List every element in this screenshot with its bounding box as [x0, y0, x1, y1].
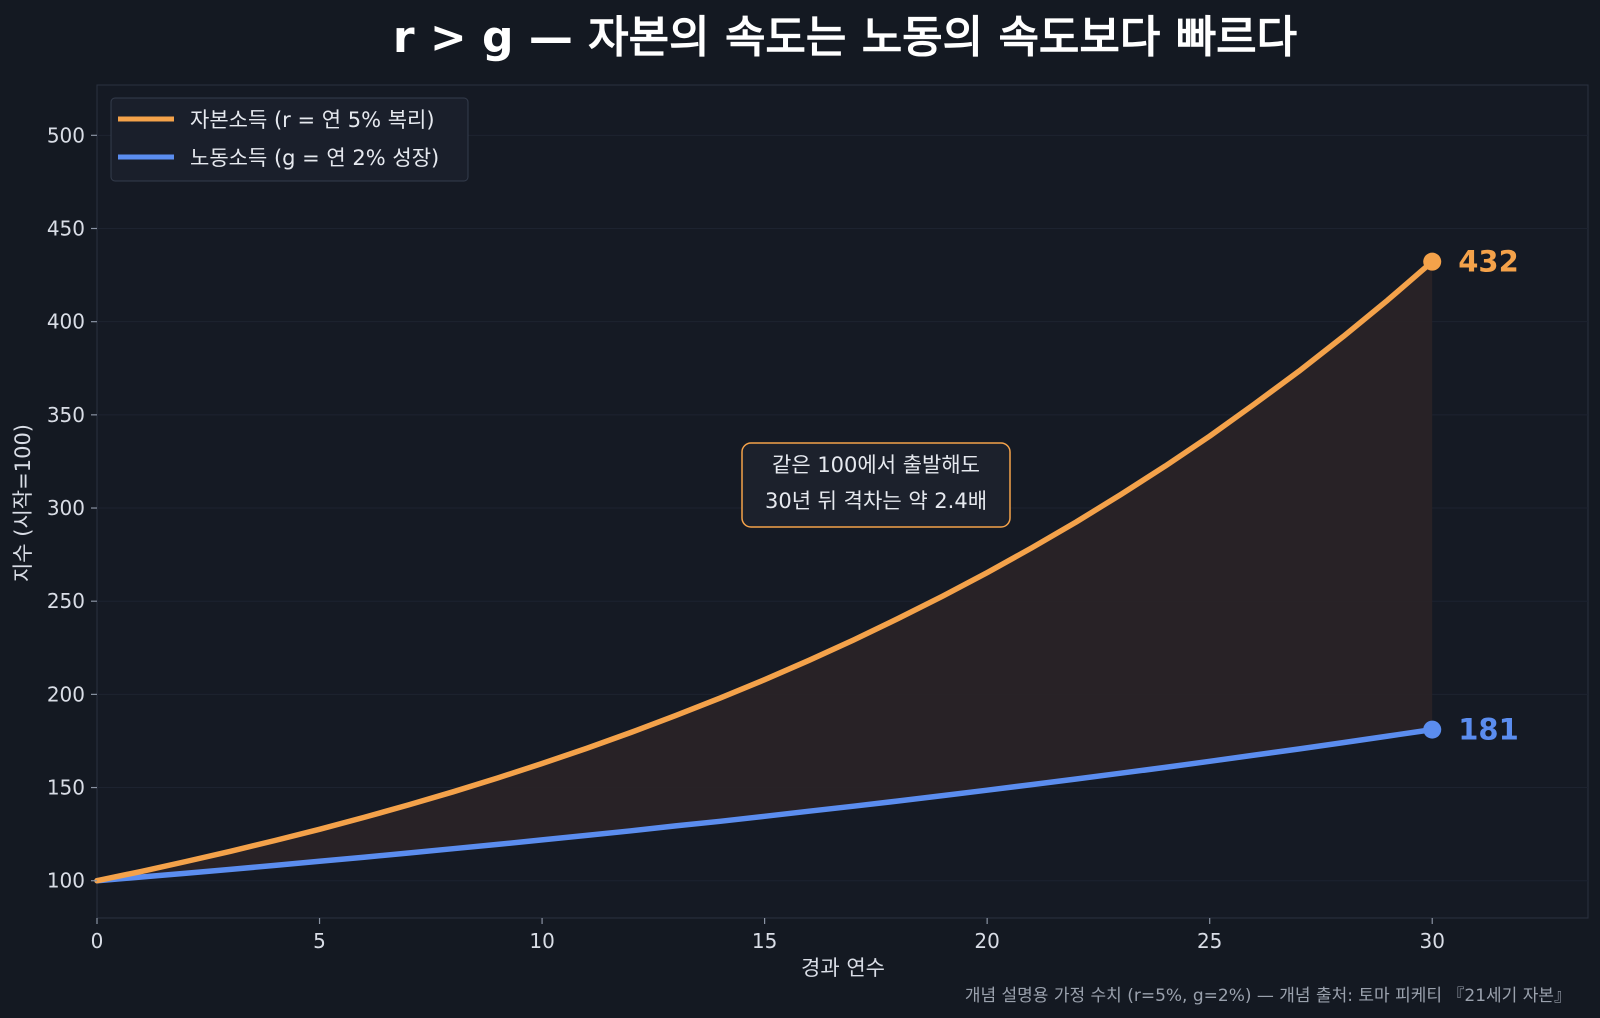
- source-note: 개념 설명용 가정 수치 (r=5%, g=2%) — 개념 출처: 토마 피케…: [965, 986, 1571, 1006]
- capital-endpoint-marker: [1423, 252, 1442, 271]
- labor-income-line: [94, 726, 1435, 884]
- labor-endpoint-label: 181: [1458, 713, 1519, 747]
- annotation: 같은 100에서 출발해도 30년 뒤 격차는 약 2.4배: [741, 442, 1011, 528]
- x-tick-label: 10: [529, 929, 554, 953]
- chart-title: r > g — 자본의 속도는 노동의 속도보다 빠르다: [393, 12, 1297, 63]
- legend-label-capital: 자본소득 (r = 연 5% 복리): [190, 108, 435, 132]
- x-tick-label: 25: [1197, 929, 1222, 953]
- y-tick-label: 450: [47, 216, 85, 240]
- x-tick-label: 5: [313, 929, 326, 953]
- labor-endpoint-marker: [1423, 720, 1442, 739]
- series-lines: [94, 258, 1435, 884]
- legend-box: [110, 97, 469, 182]
- x-axis-label: 경과 연수: [801, 956, 885, 980]
- legend-label-labor: 노동소득 (g = 연 2% 성장): [190, 146, 439, 170]
- y-axis-label: 지수 (시작=100): [11, 424, 35, 582]
- y-tick-label: 250: [47, 589, 85, 613]
- gap-fill-area: [97, 261, 1433, 881]
- legend: 자본소득 (r = 연 5% 복리) 노동소득 (g = 연 2% 성장): [110, 97, 469, 182]
- x-tick-label: 30: [1419, 929, 1444, 953]
- annotation-box: [741, 442, 1011, 528]
- annotation-line-1: 같은 100에서 출발해도: [772, 453, 980, 477]
- y-tick-label: 300: [47, 496, 85, 520]
- annotation-line-2: 30년 뒤 격차는 약 2.4배: [765, 489, 987, 513]
- endpoints: 432 181: [1423, 245, 1519, 747]
- capital-income-line: [94, 258, 1435, 884]
- axis-ticks: 100 150 200 250 300 350 400 450 500 0 5 10 15 20 25 30: [47, 123, 1445, 953]
- x-tick-label: 20: [974, 929, 999, 953]
- y-tick-label: 350: [47, 403, 85, 427]
- capital-endpoint-label: 432: [1458, 245, 1519, 279]
- x-tick-label: 0: [91, 929, 104, 953]
- y-tick-label: 200: [47, 682, 85, 706]
- x-tick-label: 15: [752, 929, 777, 953]
- y-tick-label: 400: [47, 310, 85, 334]
- gap-fill: [97, 261, 1433, 881]
- y-tick-label: 100: [47, 869, 85, 893]
- y-tick-label: 500: [47, 123, 85, 147]
- y-tick-label: 150: [47, 776, 85, 800]
